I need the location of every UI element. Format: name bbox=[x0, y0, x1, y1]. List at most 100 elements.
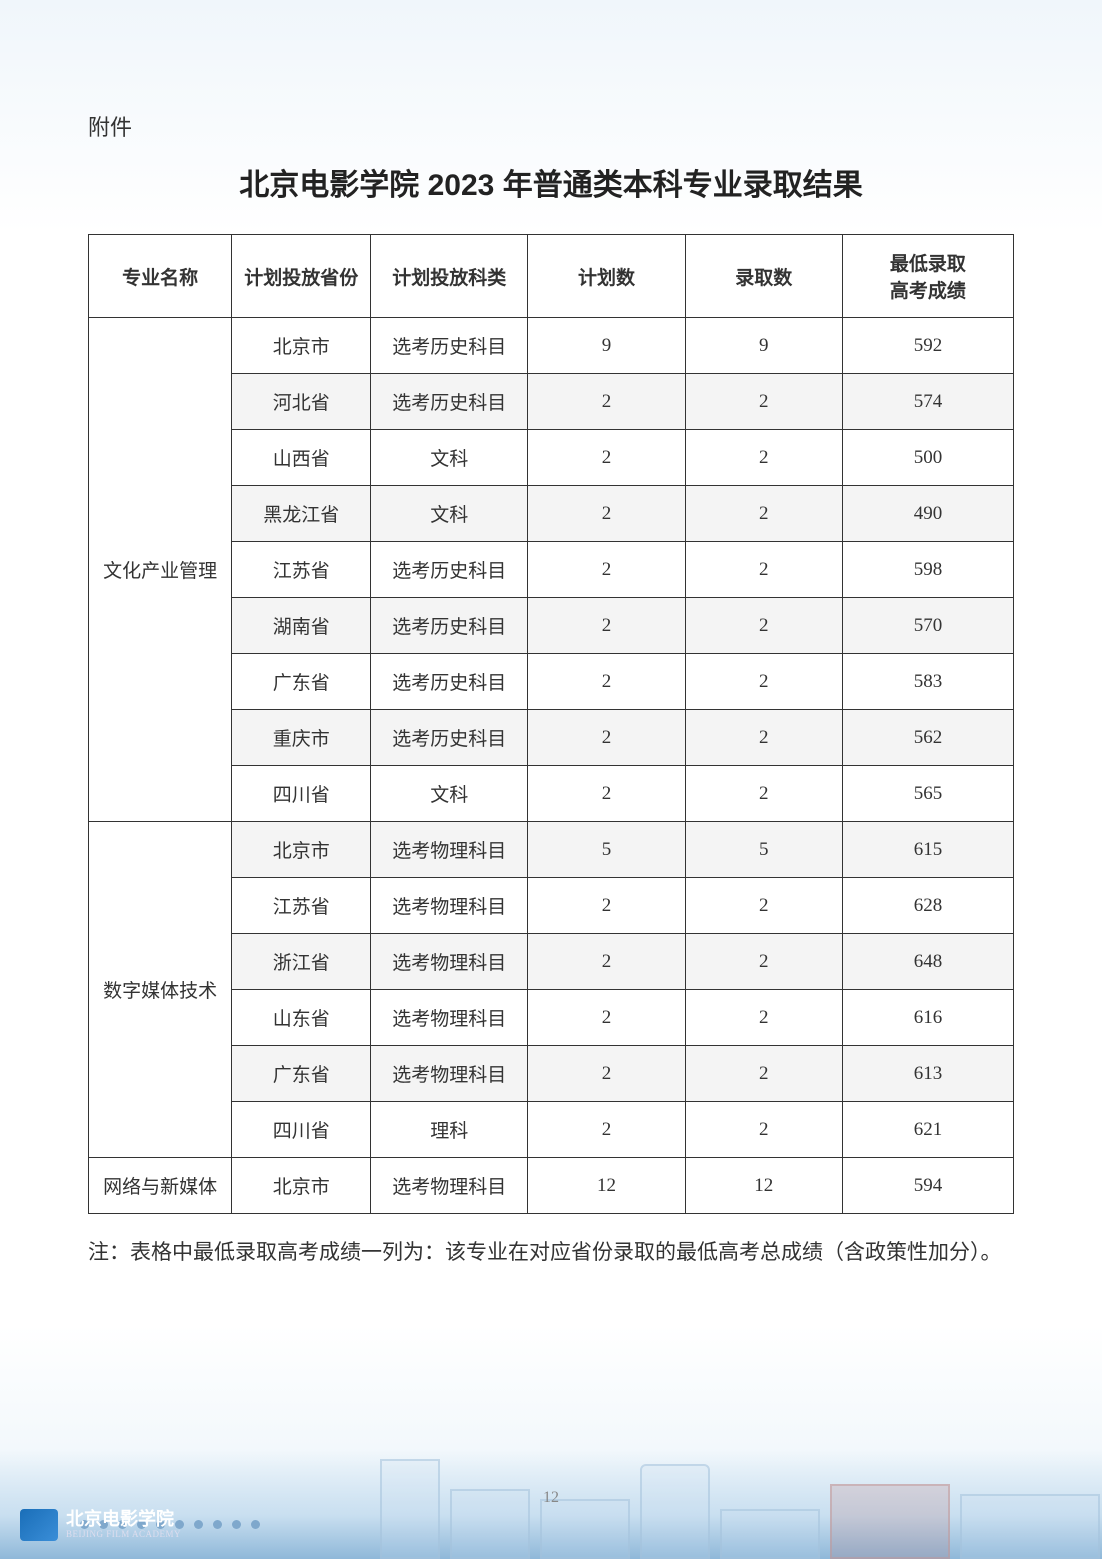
cell-plan: 2 bbox=[528, 542, 685, 598]
cell-subject: 选考历史科目 bbox=[371, 374, 528, 430]
cell-province: 北京市 bbox=[232, 822, 371, 878]
cell-subject: 文科 bbox=[371, 486, 528, 542]
cell-plan: 2 bbox=[528, 1102, 685, 1158]
cell-score: 615 bbox=[842, 822, 1013, 878]
page-title: 北京电影学院 2023 年普通类本科专业录取结果 bbox=[88, 160, 1014, 204]
cell-province: 山西省 bbox=[232, 430, 371, 486]
cell-plan: 2 bbox=[528, 990, 685, 1046]
logo-text-cn: 北京电影学院 bbox=[66, 1510, 181, 1530]
cell-admit: 2 bbox=[685, 598, 842, 654]
cell-plan: 9 bbox=[528, 318, 685, 374]
cell-plan: 5 bbox=[528, 822, 685, 878]
cell-score: 648 bbox=[842, 934, 1013, 990]
cell-score: 562 bbox=[842, 710, 1013, 766]
cell-subject: 选考历史科目 bbox=[371, 598, 528, 654]
cell-province: 广东省 bbox=[232, 654, 371, 710]
cell-plan: 2 bbox=[528, 430, 685, 486]
cell-subject: 选考历史科目 bbox=[371, 318, 528, 374]
logo-icon bbox=[20, 1509, 58, 1541]
cell-score: 570 bbox=[842, 598, 1013, 654]
cell-admit: 2 bbox=[685, 430, 842, 486]
cell-admit: 5 bbox=[685, 822, 842, 878]
cell-plan: 2 bbox=[528, 878, 685, 934]
header-score: 最低录取 高考成绩 bbox=[842, 235, 1013, 318]
cell-province: 浙江省 bbox=[232, 934, 371, 990]
cell-plan: 2 bbox=[528, 934, 685, 990]
cell-subject: 选考物理科目 bbox=[371, 990, 528, 1046]
cell-province: 四川省 bbox=[232, 1102, 371, 1158]
cell-score: 592 bbox=[842, 318, 1013, 374]
cell-province: 广东省 bbox=[232, 1046, 371, 1102]
cell-admit: 2 bbox=[685, 934, 842, 990]
cell-score: 490 bbox=[842, 486, 1013, 542]
cell-admit: 2 bbox=[685, 990, 842, 1046]
cell-province: 重庆市 bbox=[232, 710, 371, 766]
attachment-label: 附件 bbox=[88, 110, 1014, 142]
cell-score: 565 bbox=[842, 766, 1013, 822]
cell-subject: 选考物理科目 bbox=[371, 822, 528, 878]
table-row: 数字媒体技术北京市选考物理科目55615 bbox=[89, 822, 1014, 878]
cell-score: 613 bbox=[842, 1046, 1013, 1102]
cell-major: 网络与新媒体 bbox=[89, 1158, 232, 1214]
cell-subject: 选考物理科目 bbox=[371, 1158, 528, 1214]
cell-subject: 文科 bbox=[371, 766, 528, 822]
cell-admit: 2 bbox=[685, 374, 842, 430]
header-subject: 计划投放科类 bbox=[371, 235, 528, 318]
cell-subject: 选考历史科目 bbox=[371, 654, 528, 710]
cell-admit: 2 bbox=[685, 766, 842, 822]
cell-score: 583 bbox=[842, 654, 1013, 710]
cell-province: 四川省 bbox=[232, 766, 371, 822]
cell-score: 594 bbox=[842, 1158, 1013, 1214]
cell-province: 江苏省 bbox=[232, 878, 371, 934]
cell-subject: 选考物理科目 bbox=[371, 1046, 528, 1102]
cell-admit: 2 bbox=[685, 1046, 842, 1102]
cell-subject: 文科 bbox=[371, 430, 528, 486]
cell-admit: 2 bbox=[685, 654, 842, 710]
cell-province: 北京市 bbox=[232, 1158, 371, 1214]
cell-admit: 2 bbox=[685, 542, 842, 598]
cell-admit: 2 bbox=[685, 1102, 842, 1158]
header-province: 计划投放省份 bbox=[232, 235, 371, 318]
cell-admit: 9 bbox=[685, 318, 842, 374]
cell-plan: 2 bbox=[528, 486, 685, 542]
cell-score: 574 bbox=[842, 374, 1013, 430]
cell-plan: 2 bbox=[528, 654, 685, 710]
cell-province: 黑龙江省 bbox=[232, 486, 371, 542]
cell-province: 北京市 bbox=[232, 318, 371, 374]
header-plan: 计划数 bbox=[528, 235, 685, 318]
footer-logo: 北京电影学院 BEIJING FILM ACADEMY bbox=[20, 1509, 181, 1541]
cell-admit: 12 bbox=[685, 1158, 842, 1214]
cell-province: 山东省 bbox=[232, 990, 371, 1046]
cell-score: 598 bbox=[842, 542, 1013, 598]
cell-plan: 2 bbox=[528, 374, 685, 430]
table-header-row: 专业名称 计划投放省份 计划投放科类 计划数 录取数 最低录取 高考成绩 bbox=[89, 235, 1014, 318]
cell-score: 616 bbox=[842, 990, 1013, 1046]
logo-text-en: BEIJING FILM ACADEMY bbox=[66, 1530, 181, 1540]
note-text: 注：表格中最低录取高考成绩一列为：该专业在对应省份录取的最低高考总成绩（含政策性… bbox=[88, 1236, 1014, 1270]
cell-subject: 选考物理科目 bbox=[371, 878, 528, 934]
table-row: 文化产业管理北京市选考历史科目99592 bbox=[89, 318, 1014, 374]
cell-subject: 选考历史科目 bbox=[371, 542, 528, 598]
cell-province: 河北省 bbox=[232, 374, 371, 430]
cell-major: 数字媒体技术 bbox=[89, 822, 232, 1158]
cell-plan: 2 bbox=[528, 1046, 685, 1102]
cell-subject: 选考物理科目 bbox=[371, 934, 528, 990]
cell-subject: 理科 bbox=[371, 1102, 528, 1158]
header-admit: 录取数 bbox=[685, 235, 842, 318]
cell-plan: 2 bbox=[528, 766, 685, 822]
table-row: 网络与新媒体北京市选考物理科目1212594 bbox=[89, 1158, 1014, 1214]
admission-table: 专业名称 计划投放省份 计划投放科类 计划数 录取数 最低录取 高考成绩 文化产… bbox=[88, 234, 1014, 1214]
cell-admit: 2 bbox=[685, 878, 842, 934]
cell-admit: 2 bbox=[685, 486, 842, 542]
cell-province: 湖南省 bbox=[232, 598, 371, 654]
header-major: 专业名称 bbox=[89, 235, 232, 318]
cell-plan: 12 bbox=[528, 1158, 685, 1214]
cell-subject: 选考历史科目 bbox=[371, 710, 528, 766]
cell-plan: 2 bbox=[528, 598, 685, 654]
cell-score: 628 bbox=[842, 878, 1013, 934]
cell-score: 621 bbox=[842, 1102, 1013, 1158]
cell-major: 文化产业管理 bbox=[89, 318, 232, 822]
cell-province: 江苏省 bbox=[232, 542, 371, 598]
cell-plan: 2 bbox=[528, 710, 685, 766]
cell-admit: 2 bbox=[685, 710, 842, 766]
